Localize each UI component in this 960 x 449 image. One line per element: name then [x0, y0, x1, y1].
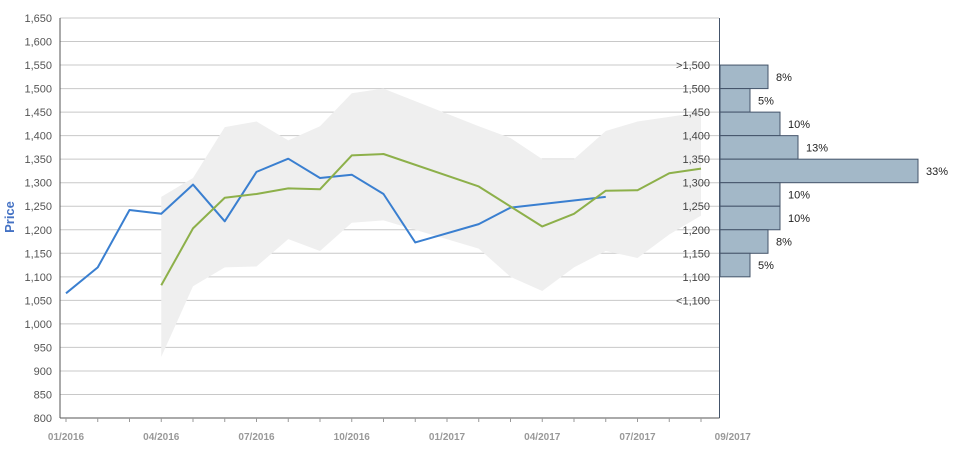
- histogram-bar: [719, 205, 781, 231]
- histogram-pct-label: 13%: [806, 142, 828, 154]
- histogram-bucket-label: <1,100: [676, 295, 710, 307]
- y-tick-label: 1,500: [24, 84, 52, 96]
- y-tick-label: 1,650: [24, 13, 52, 25]
- histogram-pct-label: 10%: [788, 213, 810, 225]
- y-tick-label: 1,550: [24, 60, 52, 72]
- histogram-pct-label: 8%: [776, 237, 792, 249]
- series-line-1: [65, 157, 606, 295]
- histogram-bucket-label: 1,450: [682, 107, 710, 119]
- x-tick-label: 09/2017: [715, 432, 752, 443]
- histogram-bucket-label: >1,500: [676, 60, 710, 72]
- histogram-pct-label: 8%: [776, 72, 792, 84]
- histogram-bucket-label: 1,500: [682, 84, 710, 96]
- histogram-pct-label: 5%: [758, 95, 774, 107]
- histogram-bar: [719, 252, 751, 278]
- y-tick-label: 1,600: [24, 37, 52, 49]
- y-tick-label: 1,000: [24, 319, 52, 331]
- histogram-bar: [719, 111, 781, 137]
- x-axis-ticks: 01/2016 04/2016 07/2016 10/2016 01/2017 04/20…: [48, 418, 751, 443]
- y-tick-label: 1,300: [24, 178, 52, 190]
- histogram-bucket-label: 1,300: [682, 178, 710, 190]
- series-line-2: [160, 153, 702, 286]
- histogram-bucket-label: 1,350: [682, 154, 710, 166]
- histogram-pct-label: 5%: [758, 260, 774, 272]
- histogram-pct-label: 33%: [926, 166, 948, 178]
- range-band-area: [161, 88, 701, 357]
- y-tick-label: 1,400: [24, 131, 52, 143]
- x-tick-label: 01/2016: [48, 432, 85, 443]
- range-band: [161, 88, 701, 357]
- x-tick-label: 07/2016: [238, 432, 275, 443]
- x-tick-label: 01/2017: [429, 432, 466, 443]
- histogram-bucket-label: 1,150: [682, 248, 710, 260]
- histogram-pct-label: 10%: [788, 119, 810, 131]
- y-tick-label: 1,350: [24, 154, 52, 166]
- y-tick-label: 1,150: [24, 248, 52, 260]
- histogram-bucket-label: 1,200: [682, 225, 710, 237]
- histogram-bar: [719, 229, 769, 254]
- y-tick-label: 900: [34, 366, 52, 378]
- histogram-bar: [719, 88, 751, 113]
- histogram-bar: [719, 158, 919, 184]
- y-tick-label: 1,250: [24, 201, 52, 213]
- x-tick-label: 07/2017: [619, 432, 656, 443]
- x-tick-label: 04/2017: [524, 432, 561, 443]
- y-axis-title: Price: [2, 201, 17, 233]
- x-tick-label: 04/2016: [143, 432, 180, 443]
- y-axis-ticks: 800 850 900 950 1,000 1,050 1,100 1,150 1,200 1,2…: [24, 13, 52, 425]
- histogram-pct-label: 10%: [788, 189, 810, 201]
- y-tick-label: 850: [34, 389, 52, 401]
- histogram-bucket-label: 1,400: [682, 131, 710, 143]
- histogram-bar: [719, 182, 781, 207]
- histogram-bar: [719, 135, 799, 160]
- histogram-bucket-label: 1,100: [682, 272, 710, 284]
- histogram-bar: [719, 64, 769, 90]
- y-tick-label: 1,450: [24, 107, 52, 119]
- y-tick-label: 950: [34, 342, 52, 354]
- y-tick-label: 1,200: [24, 225, 52, 237]
- probability-histogram: 8% >1,500 5% 1,500 10% 1,450 13% 1,400 33% 1,350 1…: [676, 60, 948, 307]
- x-tick-label: 10/2016: [334, 432, 371, 443]
- histogram-bucket-label: 1,250: [682, 201, 710, 213]
- y-tick-label: 1,050: [24, 295, 52, 307]
- y-tick-label: 800: [34, 413, 52, 425]
- series-lines: [65, 153, 702, 295]
- y-tick-label: 1,100: [24, 272, 52, 284]
